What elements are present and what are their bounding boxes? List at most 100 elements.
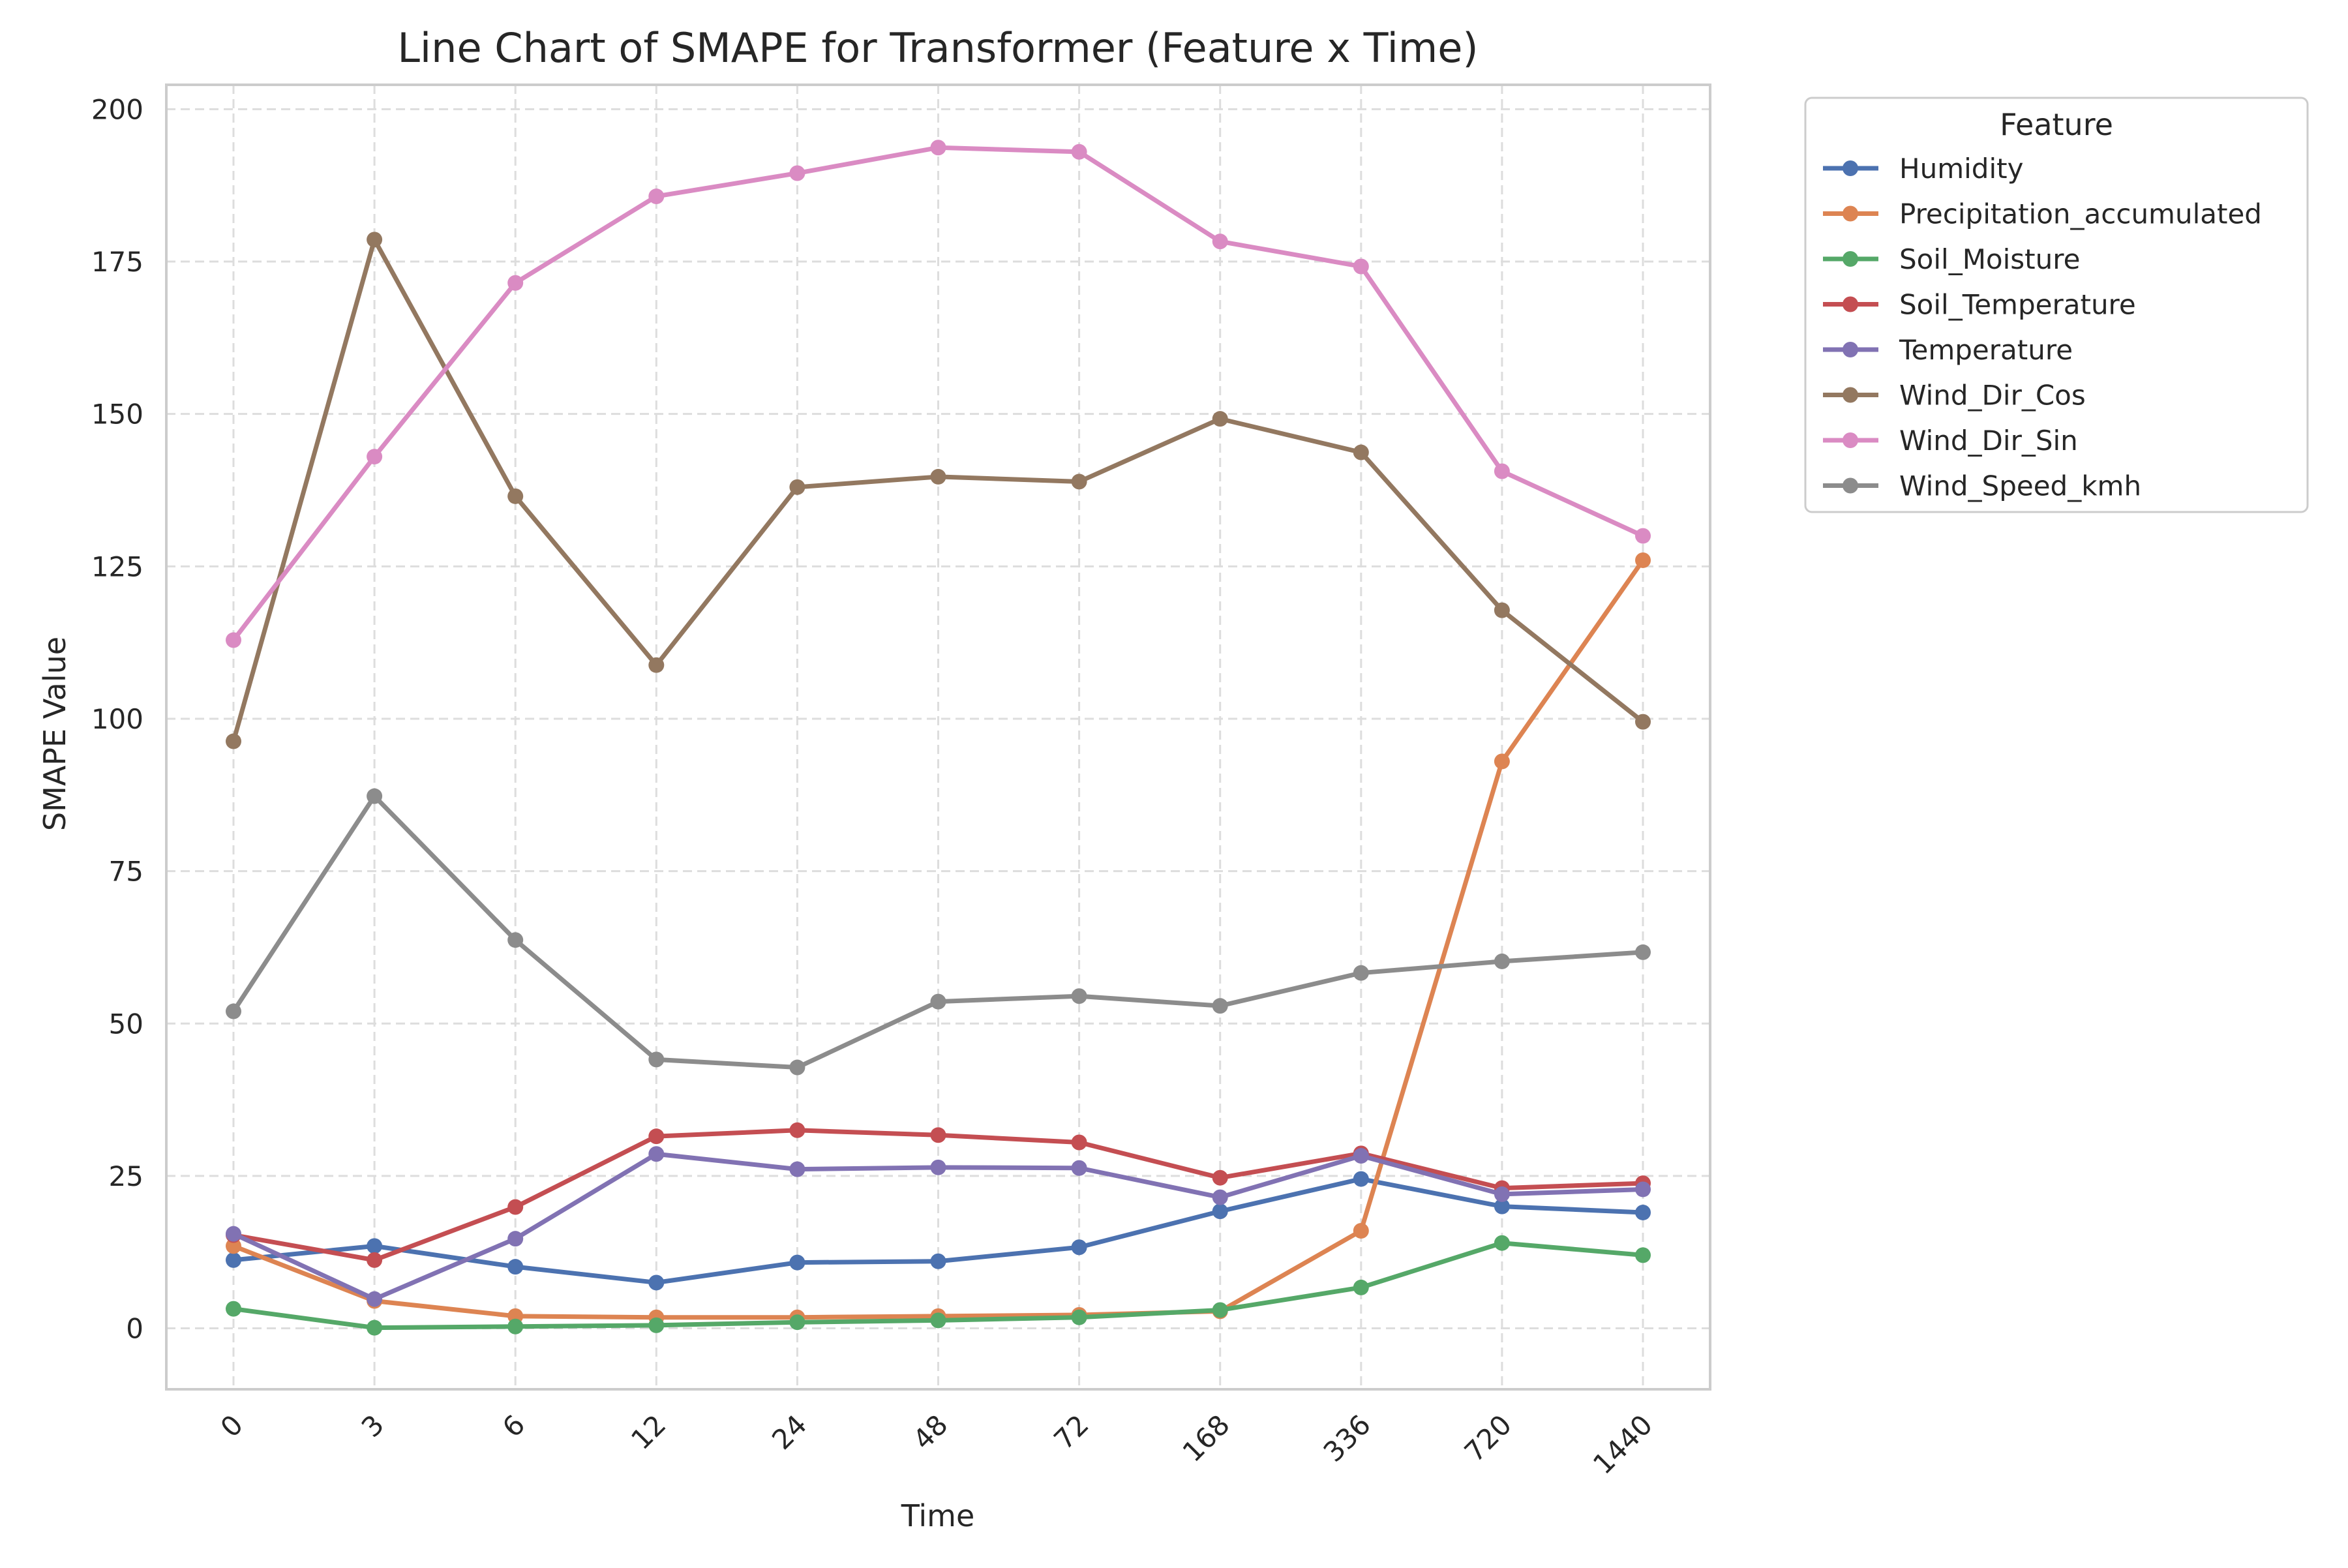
- data-point: [1353, 1279, 1369, 1295]
- y-tick-label: 50: [109, 1008, 143, 1040]
- data-point: [930, 1159, 946, 1175]
- data-point: [1071, 1160, 1087, 1176]
- data-point: [1212, 1302, 1228, 1318]
- data-point: [1635, 1247, 1651, 1263]
- data-point: [367, 1291, 383, 1307]
- data-point: [1494, 463, 1510, 479]
- data-point: [648, 1051, 665, 1068]
- data-point: [367, 1319, 383, 1336]
- data-point: [1494, 1198, 1510, 1214]
- legend-item: Soil_Moisture: [1823, 243, 2080, 275]
- legend-item: Wind_Dir_Cos: [1823, 380, 2086, 412]
- legend-swatch-marker: [1843, 432, 1858, 448]
- legend-swatch-marker: [1843, 342, 1858, 357]
- data-point: [367, 788, 383, 804]
- series-lines: [226, 140, 1651, 1336]
- data-point: [1212, 1189, 1228, 1205]
- data-point: [1212, 1203, 1228, 1220]
- data-point: [1635, 552, 1651, 568]
- data-point: [930, 993, 946, 1010]
- y-tick-label: 150: [91, 399, 143, 430]
- data-point: [930, 1127, 946, 1143]
- series-wind-dir-sin: [226, 140, 1651, 648]
- data-point: [1635, 714, 1651, 730]
- data-point: [789, 1122, 805, 1138]
- data-point: [507, 1259, 524, 1275]
- legend: Feature Humidity Precipitation_accumulate…: [1804, 97, 2309, 513]
- data-point: [507, 1231, 524, 1247]
- data-point: [1353, 965, 1369, 981]
- legend-label: Soil_Moisture: [1899, 243, 2080, 275]
- data-point: [1635, 944, 1651, 960]
- data-point: [1494, 953, 1510, 969]
- data-point: [1635, 528, 1651, 544]
- data-point: [1494, 1235, 1510, 1251]
- series-temperature: [226, 1146, 1651, 1307]
- legend-items: Humidity Precipitation_accumulated Soil_Mo…: [1823, 153, 2262, 502]
- data-point: [1071, 474, 1087, 490]
- data-point: [367, 232, 383, 248]
- data-point: [1635, 1204, 1651, 1220]
- series-wind-dir-cos: [226, 232, 1651, 749]
- x-axis-label: Time: [901, 1498, 975, 1533]
- y-tick-label: 100: [91, 703, 143, 735]
- legend-label: Wind_Speed_kmh: [1899, 470, 2141, 502]
- legend-box: [1804, 97, 2309, 513]
- legend-label: Precipitation_accumulated: [1899, 198, 2262, 230]
- y-tick-label: 75: [109, 856, 143, 888]
- data-point: [1353, 258, 1369, 275]
- y-tick-label: 200: [91, 93, 143, 125]
- legend-item: Wind_Dir_Sin: [1823, 425, 2078, 457]
- legend-label: Temperature: [1899, 334, 2073, 366]
- legend-swatch-marker: [1843, 160, 1858, 176]
- legend-label: Humidity: [1899, 153, 2023, 185]
- data-point: [226, 632, 241, 648]
- data-point: [507, 275, 524, 291]
- data-point: [1353, 1223, 1369, 1239]
- data-point: [789, 165, 805, 181]
- legend-label: Soil_Temperature: [1899, 289, 2136, 321]
- data-point: [648, 1128, 665, 1145]
- chart-title: Line Chart of SMAPE for Transformer (Fea…: [397, 24, 1478, 72]
- data-point: [789, 479, 805, 495]
- data-point: [226, 733, 241, 749]
- data-point: [1071, 1134, 1087, 1151]
- legend-label: Wind_Dir_Cos: [1899, 380, 2086, 412]
- data-point: [226, 1238, 241, 1254]
- data-point: [226, 1301, 241, 1317]
- data-point: [648, 188, 665, 205]
- y-axis-ticks: 0 25 50 75 100 125 150 175 200: [91, 93, 143, 1344]
- data-point: [226, 1226, 241, 1242]
- data-point: [648, 1274, 665, 1291]
- data-point: [1353, 444, 1369, 460]
- series-wind-speed-kmh: [226, 788, 1651, 1076]
- data-point: [1071, 988, 1087, 1004]
- y-tick-label: 175: [91, 246, 143, 278]
- grid-lines: [166, 85, 1710, 1389]
- data-point: [507, 1199, 524, 1215]
- legend-swatch-marker: [1843, 205, 1858, 222]
- series-soil-moisture: [226, 1235, 1651, 1336]
- data-point: [789, 1254, 805, 1271]
- data-point: [1212, 234, 1228, 250]
- data-point: [789, 1314, 805, 1331]
- data-point: [1353, 1148, 1369, 1164]
- legend-swatch-marker: [1843, 251, 1858, 267]
- legend-swatch-marker: [1843, 387, 1858, 403]
- data-point: [930, 1253, 946, 1269]
- data-point: [226, 1252, 241, 1268]
- data-point: [367, 1252, 383, 1268]
- legend-swatch-marker: [1843, 296, 1858, 312]
- data-point: [1635, 1181, 1651, 1198]
- legend-title: Feature: [2000, 107, 2113, 142]
- legend-item: Soil_Temperature: [1823, 289, 2136, 321]
- y-tick-label: 25: [109, 1160, 143, 1192]
- plot-area-frame: [165, 83, 1711, 1391]
- data-point: [507, 932, 524, 948]
- legend-swatch-marker: [1843, 477, 1858, 494]
- data-point: [1494, 602, 1510, 618]
- data-point: [789, 1161, 805, 1177]
- data-point: [1212, 998, 1228, 1014]
